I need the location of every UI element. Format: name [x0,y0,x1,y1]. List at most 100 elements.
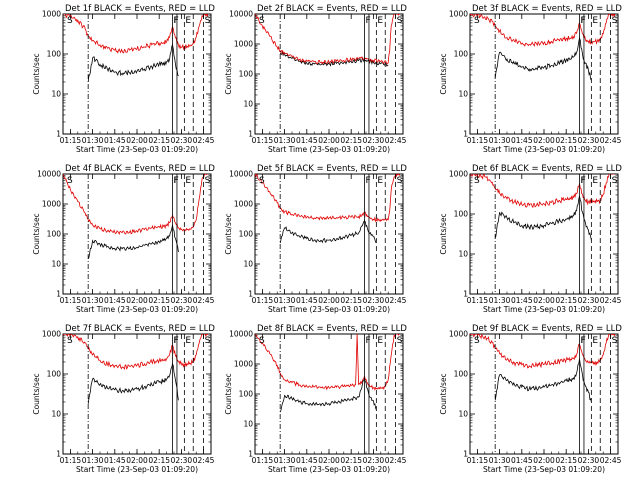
y-tick-label: 10 [51,410,61,419]
y-tick-label: 10 [458,410,468,419]
y-tick-label: 10 [458,90,468,99]
x-tick-label: 01:15 [252,296,274,305]
x-tick-label: 02:00 [533,456,555,465]
y-tick-label: 1000 [42,10,61,19]
lld-series-line [470,14,616,48]
plot-frame [254,173,404,295]
y-axis-label: Counts/sec [224,213,233,254]
lld-series-line [63,174,208,236]
panel-det-1: Det 1f BLACK = Events, RED = LLD 1 10 100 10… [32,4,215,154]
x-tick-label: 01:15 [252,456,274,465]
lld-series-line [63,14,209,54]
x-tick-label: 02:00 [318,136,340,145]
plot-frame [254,13,404,135]
x-tick-label: 02:15 [340,296,362,305]
y-tick-label: 10 [51,260,61,269]
x-tick-label: 02:15 [148,296,170,305]
y-tick-label: 1 [56,450,61,459]
x-tick-label: 01:15 [467,136,489,145]
x-tick-label: 02:30 [363,136,385,145]
lld-series-line [63,334,209,371]
marker-label: E [592,336,598,346]
series-group [255,334,400,413]
y-axis-label: Counts/sec [32,53,41,94]
x-tick-label: 02:45 [193,456,215,465]
events-series-line [279,50,389,67]
marker-label: E [592,176,598,186]
y-tick-label: 1000 [42,330,61,339]
x-axis-label: Start Time (23-Sep-03 01:09:20) [76,305,198,314]
y-tick-label: 1000 [449,10,468,19]
y-tick-label: 10000 [37,170,61,179]
x-tick-label: 01:45 [104,456,126,465]
lld-series-line [470,334,616,369]
y-tick-label: 1000 [234,360,253,369]
y-tick-label: 10 [243,420,253,429]
y-axis-label: Counts/sec [439,373,448,414]
y-tick-label: 1 [463,290,468,299]
panel-det-6: Det 6f BLACK = Events, RED = LLD 1 10 100 10… [439,164,622,314]
x-tick-label: 01:30 [489,136,511,145]
marker-label: S [205,336,211,346]
x-tick-label: 02:30 [363,296,385,305]
plot-frame [62,13,212,135]
x-tick-label: 01:45 [104,296,126,305]
lld-series-line [255,14,400,65]
panel-det-4: Det 4f BLACK = Events, RED = LLD 1 10 100 10… [32,164,215,314]
marker-label: S [612,176,618,186]
y-tick-label: 1 [56,290,61,299]
x-axis-label: Start Time (23-Sep-03 01:09:20) [483,145,605,154]
y-tick-label: 100 [454,210,469,219]
panel-det-7: Det 7f BLACK = Events, RED = LLD 1 10 100 10… [32,324,215,474]
panel-title: Det 7f BLACK = Events, RED = LLD [65,324,215,334]
x-tick-label: 01:30 [82,136,104,145]
marker-label: S [259,16,265,26]
y-tick-label: 1 [248,130,253,139]
marker-label: S [397,176,403,186]
panel-title: Det 3f BLACK = Events, RED = LLD [472,4,622,14]
series-group [470,174,615,241]
x-tick-label: 01:30 [274,136,296,145]
plot-frame [254,333,404,455]
x-tick-label: 02:45 [385,136,407,145]
series-group [63,174,208,259]
y-tick-label: 1 [248,450,253,459]
panel-title: Det 5f BLACK = Events, RED = LLD [257,164,407,174]
x-tick-label: 02:00 [126,136,148,145]
x-tick-label: 02:15 [555,296,577,305]
marker-label: S [67,16,73,26]
marker-label: S [259,176,265,186]
series-group [470,334,616,403]
marker-label: E [377,336,383,346]
y-tick-label: 1000 [449,330,468,339]
y-tick-label: 100 [239,390,254,399]
lld-series-line [255,174,401,223]
marker-label: S [474,16,480,26]
y-tick-label: 10 [458,250,468,259]
marker-label: E [185,16,191,26]
panel-title: Det 9f BLACK = Events, RED = LLD [472,324,622,334]
y-axis-label: Counts/sec [224,53,233,94]
y-axis-label: Counts/sec [439,53,448,94]
x-tick-label: 02:00 [318,456,340,465]
marker-label-f: F [174,336,179,346]
marker-label: E [185,176,191,186]
x-tick-label: 02:45 [600,136,622,145]
panel-det-8: Det 8f BLACK = Events, RED = LLD 1 10 100 10… [224,324,407,474]
x-tick-label: 02:45 [600,296,622,305]
panel-det-2: Det 2f BLACK = Events, RED = LLD 1 10 100 10… [224,4,407,154]
x-tick-label: 01:15 [252,136,274,145]
y-axis-label: Counts/sec [32,213,41,254]
marker-label-f: F [581,176,586,186]
y-tick-label: 1 [248,290,253,299]
marker-label: F [366,16,371,26]
y-tick-label: 10000 [229,330,253,339]
x-tick-label: 02:45 [600,456,622,465]
plot-frame [62,173,212,295]
plot-frame [62,333,212,455]
x-axis-label: Start Time (23-Sep-03 01:09:20) [76,465,198,474]
x-tick-label: 02:30 [578,136,600,145]
y-tick-label: 1000 [234,40,253,49]
panel-title: Det 2f BLACK = Events, RED = LLD [257,4,407,14]
